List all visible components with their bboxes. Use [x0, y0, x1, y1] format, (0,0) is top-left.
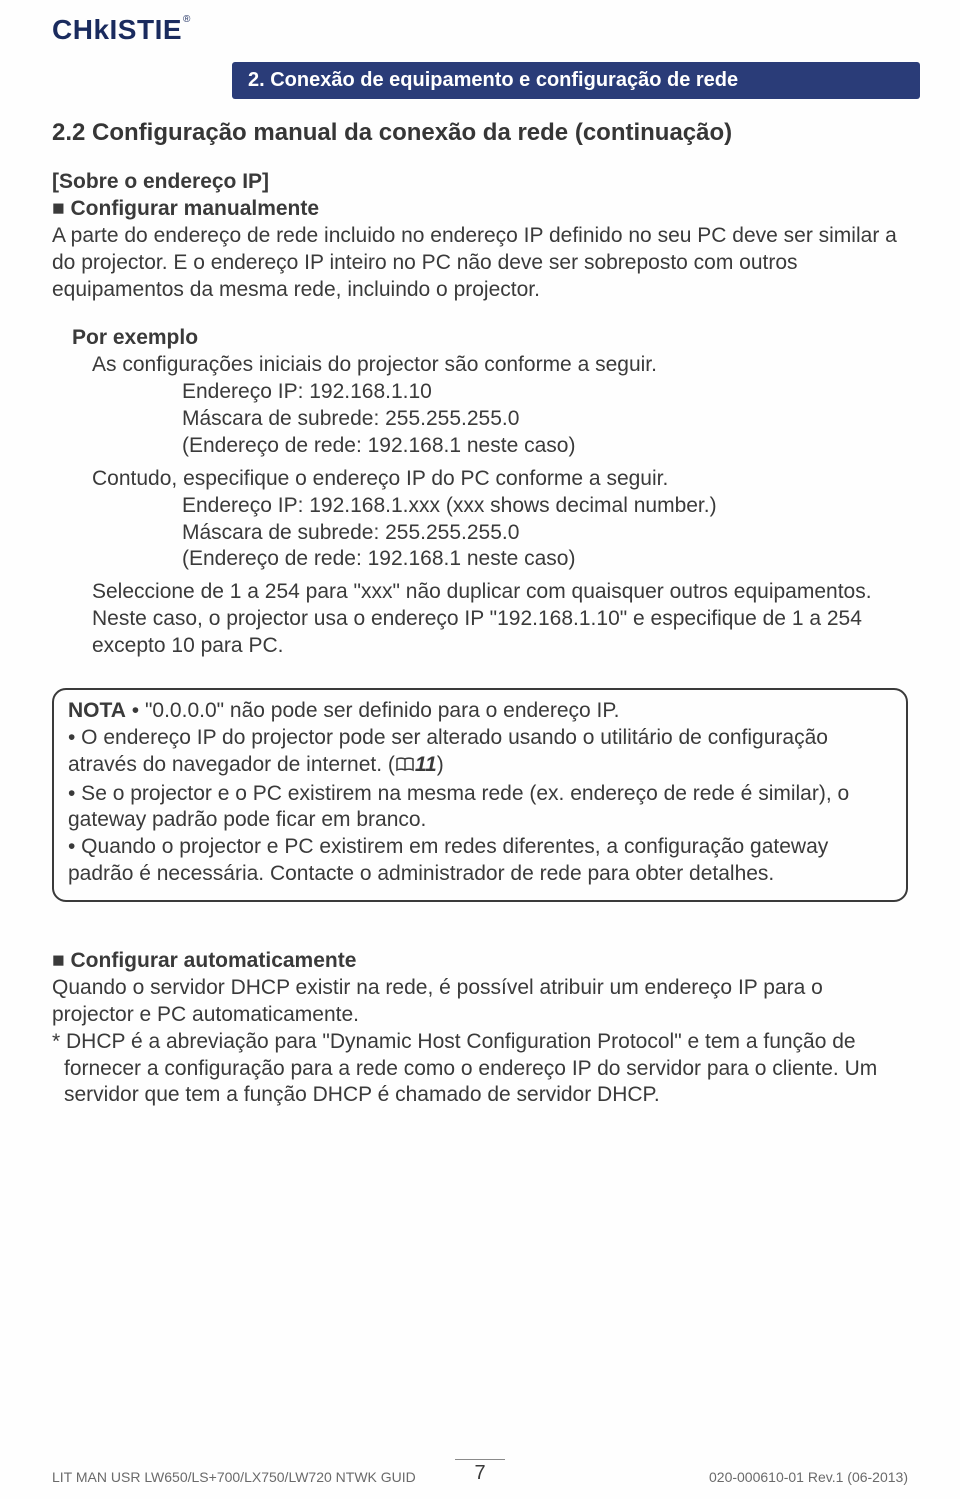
example-ip: Endereço IP: 192.168.1.10: [182, 379, 908, 406]
example-pc-mask: Máscara de subrede: 255.255.255.0: [182, 520, 908, 547]
ip-label: [Sobre o endereço IP]: [52, 169, 908, 196]
nota-page-ref: 11: [415, 753, 437, 776]
footer-left: LIT MAN USR LW650/LS+700/LX750/LW720 NTW…: [52, 1469, 416, 1485]
example-intro: As configurações iniciais do projector s…: [92, 352, 908, 379]
auto-config-section: ■ Configurar automaticamente Quando o se…: [52, 948, 908, 1109]
example-pc-ip: Endereço IP: 192.168.1.xxx (xxx shows de…: [182, 493, 908, 520]
manual-config-body: A parte do endereço de rede incluido no …: [52, 223, 908, 304]
auto-config-p2: * DHCP é a abreviação para "Dynamic Host…: [52, 1029, 908, 1110]
nota-bullet-2b: ): [437, 753, 444, 776]
manual-config-heading: ■ Configurar manualmente: [52, 196, 908, 223]
auto-config-p1: Quando o servidor DHCP existir na rede, …: [52, 975, 908, 1029]
example-net: (Endereço de rede: 192.168.1 neste caso): [182, 433, 908, 460]
page-number: 7: [455, 1462, 505, 1485]
auto-config-heading: ■ Configurar automaticamente: [52, 948, 908, 975]
chapter-header: 2. Conexão de equipamento e configuração…: [232, 62, 920, 99]
page: CHkISTIE® 2. Conexão de equipamento e co…: [0, 0, 960, 1499]
logo-registered: ®: [183, 14, 190, 25]
nota-bullet-2a: • O endereço IP do projector pode ser al…: [68, 726, 828, 776]
page-number-rule: [455, 1459, 505, 1460]
nota-bullet-3: • Se o projector e o PC existirem na mes…: [68, 782, 849, 832]
book-icon: [395, 754, 415, 781]
example-mask: Máscara de subrede: 255.255.255.0: [182, 406, 908, 433]
brand-logo: CHkISTIE®: [52, 16, 189, 44]
content-block: [Sobre o endereço IP] ■ Configurar manua…: [52, 169, 908, 1109]
nota-box: NOTA • "0.0.0.0" não pode ser definido p…: [52, 688, 908, 902]
footer-page-number: 7: [455, 1459, 505, 1485]
footer-right: 020-000610-01 Rev.1 (06-2013): [709, 1469, 908, 1485]
logo-text: CHkISTIE: [52, 14, 182, 45]
section-title: 2.2 Configuração manual da conexão da re…: [52, 119, 908, 147]
nota-bullet-4: • Quando o projector e PC existirem em r…: [68, 835, 828, 885]
example-select-p1: Seleccione de 1 a 254 para "xxx" não dup…: [92, 579, 908, 606]
example-block: Por exemplo As configurações iniciais do…: [72, 325, 908, 660]
nota-bullet-1: • "0.0.0.0" não pode ser definido para o…: [132, 699, 620, 722]
example-pc-intro: Contudo, especifique o endereço IP do PC…: [92, 466, 908, 493]
example-select-p2: Neste caso, o projector usa o endereço I…: [92, 606, 908, 660]
nota-label: NOTA: [68, 699, 126, 722]
example-title: Por exemplo: [72, 325, 908, 352]
example-pc-net: (Endereço de rede: 192.168.1 neste caso): [182, 546, 908, 573]
